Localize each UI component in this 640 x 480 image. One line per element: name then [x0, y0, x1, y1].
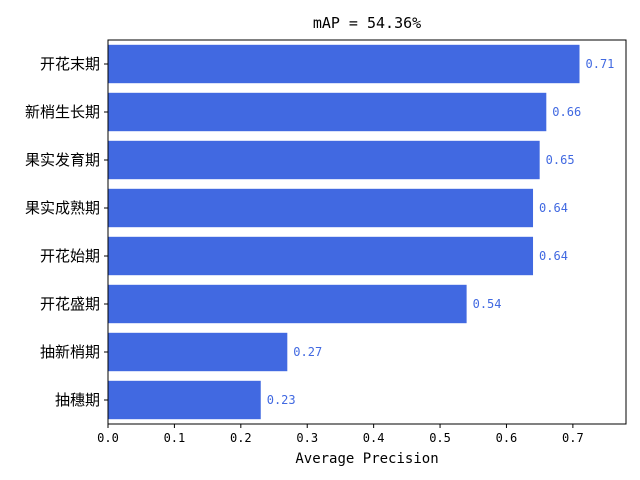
value-label-3: 0.64: [539, 201, 568, 215]
category-label-7: 抽穗期: [55, 391, 100, 409]
bar-6: [108, 332, 288, 372]
category-label-4: 开花始期: [40, 247, 100, 265]
category-label-3: 果实成熟期: [25, 199, 100, 217]
value-label-0: 0.71: [586, 57, 615, 71]
bar-2: [108, 140, 540, 180]
bar-5: [108, 284, 467, 324]
value-label-5: 0.54: [473, 297, 502, 311]
category-label-2: 果实发育期: [25, 151, 100, 169]
x-tick-label-7: 0.7: [562, 431, 584, 445]
bar-1: [108, 92, 547, 132]
category-label-5: 开花盛期: [40, 295, 100, 313]
value-label-1: 0.66: [552, 105, 581, 119]
category-label-1: 新梢生长期: [25, 103, 100, 121]
x-tick-label-6: 0.6: [496, 431, 518, 445]
x-tick-label-1: 0.1: [164, 431, 186, 445]
x-tick-label-0: 0.0: [97, 431, 119, 445]
category-label-6: 抽新梢期: [40, 343, 100, 361]
value-label-4: 0.64: [539, 249, 568, 263]
x-axis-title: Average Precision: [295, 451, 438, 467]
x-tick-label-2: 0.2: [230, 431, 252, 445]
x-tick-label-3: 0.3: [296, 431, 318, 445]
x-tick-label-4: 0.4: [363, 431, 385, 445]
value-label-6: 0.27: [293, 345, 322, 359]
plot-area: 0.71 开花末期 0.66 新梢生长期 0.65 果实发育期 0.64 果实成熟期 0.64 开…: [25, 39, 627, 445]
x-tick-label-5: 0.5: [429, 431, 451, 445]
value-label-2: 0.65: [546, 153, 575, 167]
bar-0: [108, 44, 580, 84]
chart-title: mAP = 54.36%: [313, 14, 421, 32]
category-label-0: 开花末期: [40, 55, 100, 73]
bar-4: [108, 236, 534, 276]
value-label-7: 0.23: [267, 393, 296, 407]
plot-frame: [107, 39, 627, 425]
bar-3: [108, 188, 534, 228]
bar-7: [108, 380, 261, 420]
